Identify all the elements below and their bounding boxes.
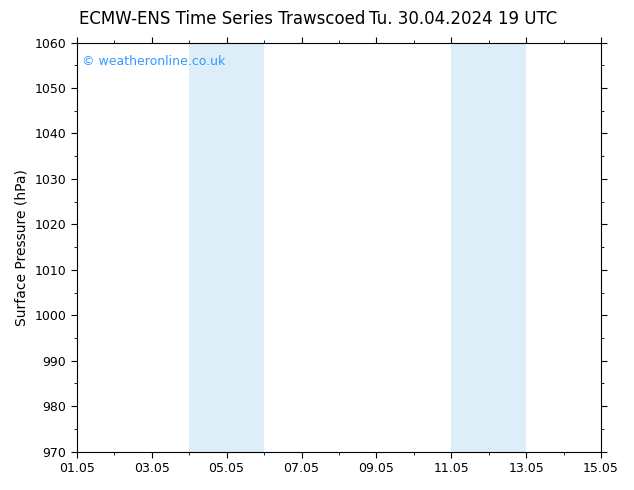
Bar <box>226 43 264 452</box>
Y-axis label: Surface Pressure (hPa): Surface Pressure (hPa) <box>15 169 29 325</box>
Text: © weatheronline.co.uk: © weatheronline.co.uk <box>82 55 225 68</box>
Text: Tu. 30.04.2024 19 UTC: Tu. 30.04.2024 19 UTC <box>369 10 557 28</box>
Bar <box>189 43 226 452</box>
Text: ECMW-ENS Time Series Trawscoed: ECMW-ENS Time Series Trawscoed <box>79 10 365 28</box>
Bar <box>451 43 489 452</box>
Bar <box>489 43 526 452</box>
